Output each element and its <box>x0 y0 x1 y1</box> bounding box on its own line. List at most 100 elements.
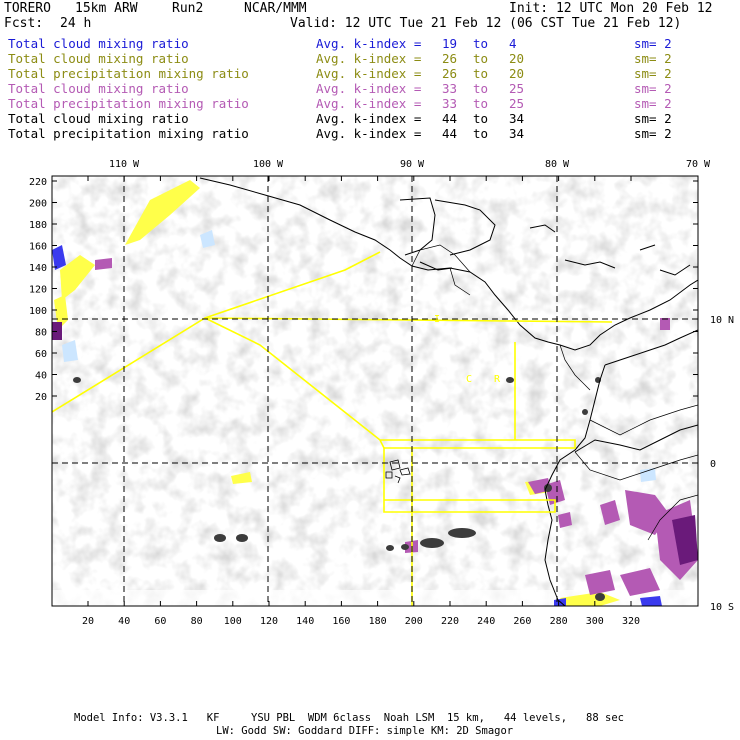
cloud-mixing-field <box>52 176 698 606</box>
country-borders <box>411 244 698 541</box>
legend-k-to-word: to <box>473 111 489 126</box>
left-tick-label: 200 <box>29 199 47 210</box>
legend-k-index-label: Avg. k-index = <box>316 81 422 96</box>
legend-k-to-word: to <box>473 36 489 51</box>
latitude-label: 0 <box>710 459 716 470</box>
header-resolution: 15km ARW <box>75 1 138 16</box>
longitude-label: 70 W <box>686 159 711 170</box>
legend-smoothing: sm= 2 <box>634 36 672 51</box>
longitude-label: 80 W <box>545 159 570 170</box>
legend-field-name: Total cloud mixing ratio <box>8 81 189 96</box>
annotation-i: I <box>434 314 441 325</box>
bottom-tick-label: 240 <box>477 616 495 627</box>
legend-k-to-word: to <box>473 126 489 141</box>
left-tick-label: 180 <box>29 220 47 231</box>
legend-k-to: 4 <box>509 36 517 51</box>
legend-k-index-label: Avg. k-index = <box>316 96 422 111</box>
left-tick-label: 120 <box>29 285 47 296</box>
bottom-tick-label: 80 <box>191 616 203 627</box>
legend-k-to-word: to <box>473 81 489 96</box>
legend-k-from: 19 <box>442 36 458 51</box>
header-valid: Valid: 12 UTC Tue 21 Feb 12 (06 CST Tue … <box>290 16 682 31</box>
legend-k-from: 33 <box>442 81 458 96</box>
legend-k-from: 26 <box>442 51 458 66</box>
legend-k-from: 26 <box>442 66 458 81</box>
coastline <box>199 177 698 606</box>
bottom-tick-label: 20 <box>82 616 94 627</box>
legend-k-from: 44 <box>442 126 458 141</box>
legend-k-to: 20 <box>509 51 525 66</box>
bottom-tick-label: 200 <box>405 616 423 627</box>
legend-k-from: 44 <box>442 111 458 126</box>
blue-cloud-patches <box>52 245 662 606</box>
legend-smoothing: sm= 2 <box>634 126 672 141</box>
legend-k-to-word: to <box>473 51 489 66</box>
latitude-label: 10 N <box>710 315 734 326</box>
left-tick-label: 100 <box>29 306 47 317</box>
header-fcst-value: 24 h <box>60 16 92 31</box>
galapagos-islands <box>385 459 411 484</box>
bottom-tick-label: 300 <box>586 616 604 627</box>
axes: 220 200 180 160 140 120 100 80 60 40 20 20 40 60 80 100… <box>29 159 734 627</box>
legend-field-name: Total precipitation mixing ratio <box>8 96 249 111</box>
legend-k-to: 34 <box>509 126 525 141</box>
legend-smoothing: sm= 2 <box>634 81 672 96</box>
light-blue-patches <box>62 230 656 482</box>
legend-k-index-label: Avg. k-index = <box>316 36 422 51</box>
bottom-tick-label: 220 <box>441 616 459 627</box>
legend-k-index-label: Avg. k-index = <box>316 66 422 81</box>
bottom-tick-label: 40 <box>118 616 130 627</box>
legend-k-to: 25 <box>509 96 525 111</box>
header-run: Run2 <box>172 1 204 16</box>
legend-field-name: Total cloud mixing ratio <box>8 51 189 66</box>
legend-k-to: 20 <box>509 66 525 81</box>
legend-k-from: 33 <box>442 96 458 111</box>
legend-smoothing: sm= 2 <box>634 66 672 81</box>
legend-k-to: 34 <box>509 111 525 126</box>
bottom-tick-label: 280 <box>550 616 568 627</box>
annotation-c: C <box>466 374 473 385</box>
bottom-tick-label: 120 <box>260 616 278 627</box>
annotation-r: R <box>494 374 501 385</box>
left-tick-label: 20 <box>35 392 47 403</box>
left-tick-label: 160 <box>29 242 47 253</box>
legend-field-name: Total precipitation mixing ratio <box>8 126 249 141</box>
legend-field-name: Total cloud mixing ratio <box>8 36 189 51</box>
longitude-label: 90 W <box>400 159 425 170</box>
footer-physics-info: LW: Godd SW: Goddard DIFF: simple KM: 2D… <box>216 725 514 737</box>
bottom-tick-label: 60 <box>154 616 166 627</box>
legend-k-to: 25 <box>509 81 525 96</box>
left-tick-label: 40 <box>35 371 47 382</box>
legend-k-index-label: Avg. k-index = <box>316 111 422 126</box>
longitude-label: 110 W <box>109 159 140 170</box>
plot-frame <box>51 175 699 607</box>
bottom-tick-label: 260 <box>513 616 531 627</box>
left-tick-label: 60 <box>35 349 47 360</box>
bottom-tick-label: 160 <box>332 616 350 627</box>
longitude-label: 100 W <box>253 159 284 170</box>
header-init: Init: 12 UTC Mon 20 Feb 12 <box>509 1 713 16</box>
bottom-tick-label: 100 <box>224 616 242 627</box>
left-tick-label: 220 <box>29 177 47 188</box>
footer-model-info: Model Info: V3.3.1 KF YSU PBL WDM 6class… <box>74 712 624 724</box>
legend-smoothing: sm= 2 <box>634 51 672 66</box>
legend-smoothing: sm= 2 <box>634 96 672 111</box>
latlon-grid <box>52 176 698 606</box>
bottom-tick-label: 320 <box>622 616 640 627</box>
legend-k-to-word: to <box>473 96 489 111</box>
header-fcst-label: Fcst: <box>4 16 44 31</box>
header-model: TORERO <box>4 1 51 16</box>
legend-field-name: Total precipitation mixing ratio <box>8 66 249 81</box>
left-tick-label: 140 <box>29 263 47 274</box>
bottom-tick-label: 140 <box>296 616 314 627</box>
bottom-tick-label: 180 <box>369 616 387 627</box>
legend-smoothing: sm= 2 <box>634 111 672 126</box>
latitude-label: 10 S <box>710 602 734 613</box>
header-org: NCAR/MMM <box>244 1 307 16</box>
legend-k-to-word: to <box>473 66 489 81</box>
legend-field-name: Total cloud mixing ratio <box>8 111 189 126</box>
dark-core-cells <box>73 377 605 601</box>
legend-k-index-label: Avg. k-index = <box>316 126 422 141</box>
left-tick-label: 80 <box>35 328 47 339</box>
